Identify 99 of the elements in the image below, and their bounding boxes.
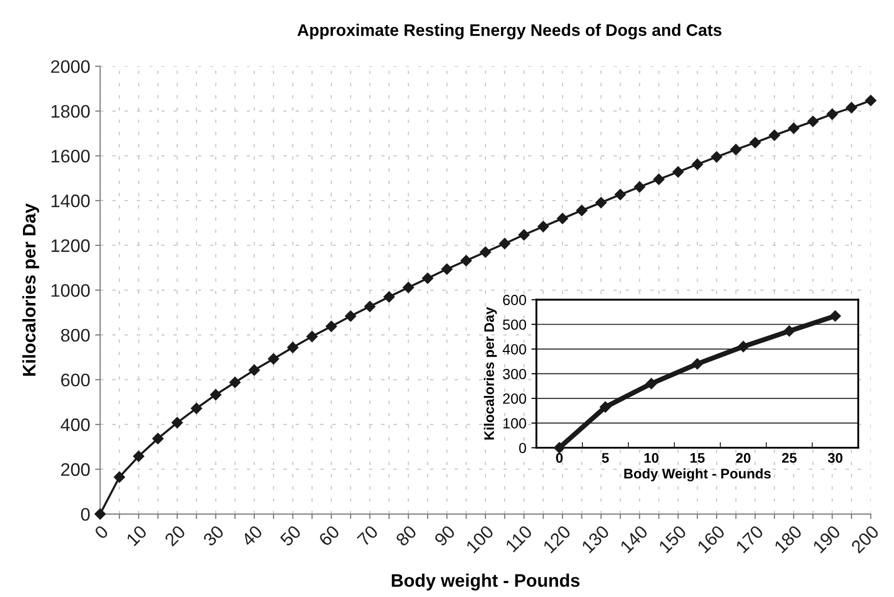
y-tick-label: 1200 bbox=[52, 239, 90, 252]
x-tick-label: 0 bbox=[556, 452, 563, 463]
point bbox=[441, 263, 453, 275]
y-tick-label: 200 bbox=[503, 394, 526, 404]
x-tick-label: 70 bbox=[356, 524, 379, 547]
x-axis-title: Body Weight - Pounds bbox=[624, 468, 771, 482]
point bbox=[614, 188, 626, 200]
point bbox=[576, 204, 588, 216]
x-tick-label: 190 bbox=[812, 524, 842, 554]
point bbox=[384, 291, 395, 302]
point bbox=[830, 310, 841, 322]
y-tick-label: 1400 bbox=[52, 194, 90, 208]
y-tick-label: 400 bbox=[502, 344, 526, 354]
x-tick-label: 30 bbox=[202, 524, 225, 547]
point bbox=[287, 342, 298, 354]
point bbox=[364, 300, 376, 312]
point bbox=[172, 417, 183, 428]
y-tick-label: 0 bbox=[519, 442, 526, 454]
point bbox=[750, 137, 761, 148]
point bbox=[344, 310, 356, 322]
point bbox=[768, 130, 780, 141]
point bbox=[556, 212, 568, 224]
y-tick-label: 800 bbox=[61, 328, 90, 342]
x-tick-label: 110 bbox=[504, 524, 533, 552]
y-tick-label: 1800 bbox=[52, 104, 90, 118]
x-tick-label: 150 bbox=[658, 524, 687, 554]
x-tick-label: 0 bbox=[94, 524, 110, 540]
point bbox=[94, 508, 106, 520]
point bbox=[152, 432, 164, 444]
x-tick-label: 140 bbox=[620, 524, 648, 554]
point bbox=[672, 166, 684, 178]
x-tick-label: 160 bbox=[696, 524, 726, 554]
y-tick-label: 200 bbox=[61, 463, 90, 476]
point bbox=[538, 220, 549, 232]
y-tick-label: 600 bbox=[61, 374, 90, 386]
y-axis-title: Kilocalories per Day bbox=[22, 203, 40, 376]
point bbox=[248, 364, 260, 376]
x-tick-label: 25 bbox=[782, 452, 797, 463]
point bbox=[653, 174, 664, 185]
point bbox=[326, 320, 337, 332]
y-tick-label: 600 bbox=[503, 294, 526, 306]
point bbox=[692, 158, 703, 170]
x-tick-label: 10 bbox=[126, 524, 148, 546]
x-tick-label: 60 bbox=[318, 524, 340, 547]
point bbox=[422, 272, 434, 284]
point bbox=[738, 340, 749, 352]
point bbox=[133, 450, 144, 462]
point bbox=[499, 238, 510, 250]
point bbox=[114, 471, 125, 483]
point bbox=[595, 197, 607, 208]
y-tick-label: 400 bbox=[60, 418, 90, 432]
x-tick-label: 200 bbox=[850, 524, 880, 554]
point bbox=[711, 151, 722, 163]
point bbox=[646, 378, 657, 390]
x-tick-label: 10 bbox=[644, 452, 658, 463]
y-tick-label: 0 bbox=[81, 508, 90, 521]
point bbox=[229, 376, 241, 388]
chart-title: Approximate Resting Energy Needs of Dogs and Cats bbox=[297, 24, 722, 40]
y-axis-title: Kilocalories per Day bbox=[484, 307, 497, 440]
y-tick-label: 1600 bbox=[52, 150, 90, 163]
point bbox=[554, 442, 565, 454]
y-tick-label: 100 bbox=[503, 418, 526, 428]
x-tick-label: 20 bbox=[164, 524, 186, 547]
point bbox=[480, 246, 492, 258]
point bbox=[190, 402, 202, 414]
x-tick-label: 180 bbox=[774, 524, 803, 554]
point bbox=[518, 229, 530, 240]
x-tick-label: 30 bbox=[828, 452, 842, 463]
point bbox=[784, 325, 795, 337]
point bbox=[460, 254, 472, 266]
point bbox=[692, 358, 703, 370]
y-tick-label: 500 bbox=[502, 319, 526, 330]
x-tick-label: 120 bbox=[542, 524, 572, 554]
x-axis-title: Body weight - Pounds bbox=[392, 574, 580, 591]
point bbox=[210, 389, 222, 400]
x-tick-label: 100 bbox=[465, 524, 494, 554]
point bbox=[730, 144, 742, 156]
point bbox=[634, 181, 646, 193]
x-tick-label: 80 bbox=[395, 524, 418, 547]
x-tick-label: 20 bbox=[736, 452, 750, 463]
y-tick-label: 300 bbox=[502, 368, 526, 380]
x-tick-label: 5 bbox=[602, 453, 609, 463]
point bbox=[306, 330, 318, 342]
x-tick-label: 170 bbox=[735, 524, 764, 554]
y-tick-label: 2000 bbox=[51, 60, 90, 73]
point bbox=[600, 401, 611, 413]
point bbox=[865, 94, 876, 106]
x-tick-label: 40 bbox=[240, 524, 264, 548]
x-tick-label: 130 bbox=[581, 524, 610, 554]
y-tick-label: 1000 bbox=[52, 284, 90, 297]
x-tick-label: 15 bbox=[690, 453, 705, 463]
point bbox=[788, 122, 800, 134]
x-tick-label: 50 bbox=[279, 524, 302, 547]
point bbox=[268, 353, 280, 364]
point bbox=[846, 102, 858, 114]
x-tick-label: 90 bbox=[434, 524, 456, 547]
point bbox=[807, 116, 819, 127]
point bbox=[826, 108, 838, 120]
point bbox=[402, 282, 414, 294]
